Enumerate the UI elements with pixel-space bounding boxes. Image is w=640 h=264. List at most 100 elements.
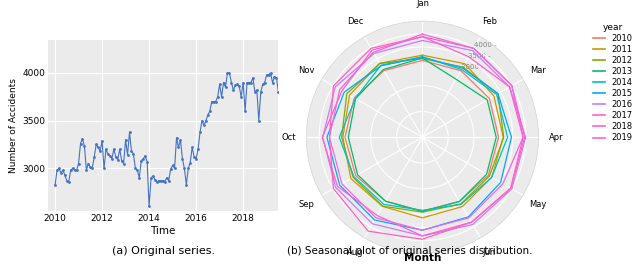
2016: [370, 52, 378, 55]
2018: [508, 84, 516, 87]
2015: [419, 229, 426, 232]
2010: [341, 136, 349, 139]
2013: [419, 56, 426, 60]
2014: [377, 64, 385, 67]
2015: [371, 218, 378, 221]
Line: 2018: 2018: [330, 37, 525, 239]
2012: [500, 136, 508, 139]
2015: [323, 136, 331, 139]
Line: 2016: 2016: [323, 40, 525, 236]
2012: [376, 62, 383, 65]
2018: [326, 136, 333, 139]
2016: [419, 234, 426, 238]
2019: [470, 47, 477, 50]
2014: [458, 203, 465, 206]
2015: [508, 136, 515, 139]
2016: [369, 222, 376, 225]
2017: [506, 85, 513, 88]
2010: [484, 174, 492, 177]
2017: [507, 187, 515, 190]
2015: [377, 64, 385, 67]
2011: [347, 177, 355, 180]
2019: [372, 216, 380, 219]
2010: [419, 59, 426, 62]
2011: [490, 95, 498, 98]
2011: [419, 54, 426, 57]
2013: [380, 68, 387, 71]
2015: [497, 181, 504, 184]
2015: [419, 56, 426, 59]
2014: [419, 209, 426, 212]
2019: [419, 32, 426, 36]
Line: 2014: 2014: [339, 57, 508, 210]
2014: [380, 203, 388, 206]
2013: [352, 97, 360, 100]
2017: [373, 214, 381, 217]
2019: [499, 182, 507, 185]
2017: [419, 234, 426, 238]
2010: [381, 200, 389, 203]
Text: (b) Seasonal plot of original series distribution.: (b) Seasonal plot of original series dis…: [287, 246, 532, 256]
2014: [419, 55, 426, 58]
2013: [492, 136, 500, 139]
2016: [469, 223, 477, 226]
2013: [344, 136, 352, 139]
Line: 2015: 2015: [327, 57, 511, 230]
Text: (a) Original series.: (a) Original series.: [111, 246, 215, 256]
2018: [419, 238, 426, 241]
2018: [470, 47, 477, 50]
2012: [338, 136, 346, 139]
2017: [333, 185, 341, 188]
2017: [338, 89, 346, 92]
2011: [419, 216, 426, 219]
2019: [519, 136, 527, 139]
2010: [456, 200, 463, 203]
2012: [494, 92, 502, 95]
Line: 2011: 2011: [343, 55, 503, 218]
Line: 2010: 2010: [345, 60, 499, 211]
2011: [459, 205, 467, 208]
2010: [352, 174, 360, 177]
2012: [459, 65, 467, 69]
2018: [367, 47, 375, 50]
2017: [319, 136, 326, 139]
2015: [336, 183, 344, 187]
2012: [419, 211, 426, 214]
2011: [379, 205, 387, 208]
Legend: 2010, 2011, 2012, 2013, 2014, 2015, 2016, 2017, 2018, 2019: 2010, 2011, 2012, 2013, 2014, 2015, 2016…: [593, 23, 632, 143]
2013: [354, 173, 362, 176]
2014: [351, 97, 359, 100]
Y-axis label: Number of Accidents: Number of Accidents: [9, 78, 18, 173]
2011: [346, 94, 353, 97]
2010: [419, 210, 426, 213]
2014: [493, 93, 500, 96]
2015: [340, 91, 348, 94]
2019: [508, 84, 516, 87]
2018: [507, 187, 515, 190]
2014: [335, 136, 343, 139]
2014: [504, 136, 511, 139]
2019: [336, 88, 344, 91]
2014: [458, 68, 465, 71]
2019: [419, 32, 426, 36]
2019: [369, 51, 377, 54]
2014: [419, 55, 426, 58]
2013: [381, 200, 389, 203]
2010: [419, 59, 426, 62]
2013: [419, 56, 426, 60]
2017: [368, 49, 376, 52]
2012: [349, 176, 357, 179]
2017: [419, 35, 426, 38]
2013: [419, 210, 426, 213]
2014: [350, 175, 358, 178]
2013: [456, 200, 463, 203]
2018: [468, 221, 476, 224]
2016: [419, 39, 426, 42]
2010: [380, 69, 388, 72]
2016: [419, 39, 426, 42]
2018: [364, 230, 372, 233]
2012: [419, 57, 426, 60]
2017: [519, 136, 527, 139]
Line: 2019: 2019: [330, 34, 523, 230]
2010: [495, 136, 502, 139]
